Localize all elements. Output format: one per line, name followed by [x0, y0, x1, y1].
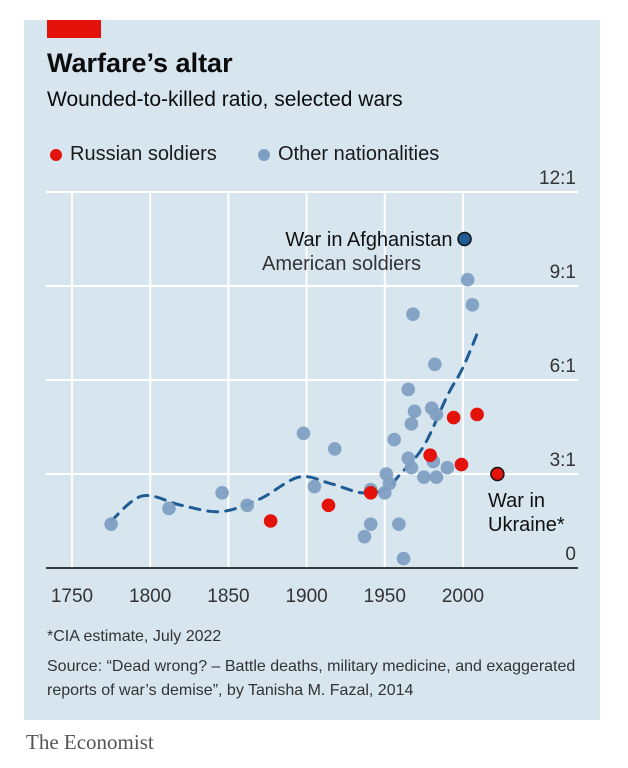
point-other	[296, 426, 311, 441]
point-other	[240, 498, 254, 513]
x-tick-label: 1950	[364, 586, 406, 607]
point-russian	[446, 410, 461, 425]
point-other	[417, 470, 431, 484]
x-tick-label: 1750	[51, 586, 93, 607]
annotation-war-in: War in	[488, 490, 545, 512]
chart-panel	[24, 20, 600, 720]
point-russian	[263, 514, 278, 528]
chart-subtitle: Wounded-to-killed ratio, selected wars	[47, 88, 403, 111]
annotation-afghanistan: War in Afghanistan	[285, 229, 452, 251]
y-tick-label: 9:1	[550, 262, 576, 283]
y-tick-label: 0	[565, 544, 576, 565]
annotation-american-soldiers: American soldiers	[262, 253, 421, 275]
point-other	[429, 470, 444, 484]
legend-russian-label: Russian soldiers	[70, 143, 217, 165]
legend-dot-blue-icon	[258, 148, 270, 161]
point-other	[428, 357, 442, 372]
point-other	[387, 432, 401, 447]
chart-title: Warfare’s altar	[47, 48, 233, 78]
legend-russian: Russian soldiers	[50, 143, 217, 166]
footnote: *CIA estimate, July 2022	[47, 628, 222, 645]
point-russian	[423, 448, 437, 463]
point-other	[440, 460, 455, 475]
point-russian	[470, 407, 484, 422]
point-other	[357, 529, 372, 544]
point-other	[404, 460, 419, 475]
point-other	[407, 404, 422, 419]
legend-dot-red-icon	[50, 148, 62, 161]
x-tick-label: 1850	[207, 586, 249, 607]
annotation-ukraine: Ukraine*	[488, 514, 565, 536]
y-tick-label: 3:1	[550, 450, 576, 471]
point-other	[104, 517, 118, 531]
y-tick-label: 6:1	[550, 356, 576, 377]
point-other	[406, 307, 420, 322]
point-other	[392, 517, 406, 531]
point-other	[382, 476, 397, 491]
point-other	[327, 442, 342, 456]
point-other	[396, 551, 411, 566]
point-russian	[454, 457, 469, 472]
x-tick-label: 1800	[129, 586, 171, 607]
brand-logo: The Economist	[26, 730, 154, 754]
source-note: Source: “Dead wrong? – Battle deaths, mi…	[47, 658, 576, 699]
point-other	[465, 298, 480, 312]
point-other	[363, 517, 378, 531]
point-afghanistan	[457, 231, 472, 247]
legend-other-label: Other nationalities	[278, 143, 440, 165]
point-other	[162, 501, 176, 516]
point-russian	[321, 498, 336, 513]
legend-other: Other nationalities	[258, 143, 439, 166]
point-other	[307, 479, 322, 494]
x-tick-label: 1900	[285, 586, 327, 607]
point-other	[460, 272, 475, 287]
brand-red-bar	[47, 20, 101, 38]
y-tick-label: 12:1	[539, 168, 576, 189]
point-other	[401, 382, 416, 397]
point-russian	[363, 486, 378, 500]
point-ukraine	[490, 466, 505, 482]
point-other	[215, 486, 229, 500]
trend-line	[109, 328, 481, 523]
point-other	[429, 407, 444, 422]
x-tick-label: 2000	[442, 586, 484, 607]
point-other	[404, 417, 419, 431]
